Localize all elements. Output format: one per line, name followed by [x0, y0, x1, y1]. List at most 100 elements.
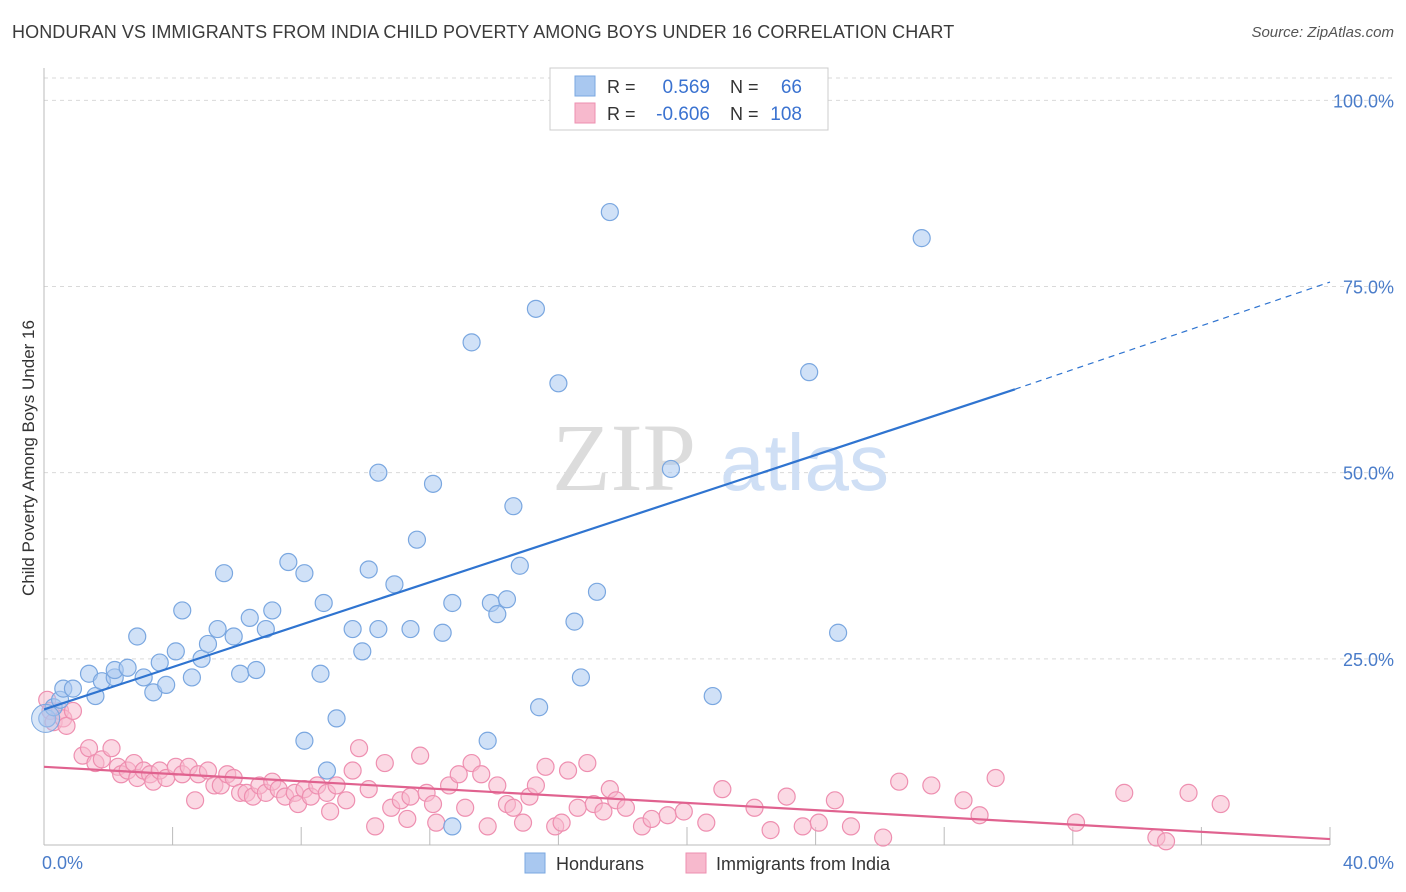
y-tick-label-100: 100.0%: [1333, 91, 1394, 111]
honduran-point-43: [407, 530, 427, 549]
honduran-point-46: [443, 593, 462, 613]
correlation-legend: R = 0.569 N = 66 R = -0.606 N = 108: [549, 67, 829, 131]
honduran-point-57: [549, 374, 568, 393]
honduran-point-30: [295, 564, 314, 583]
honduran-point-49: [478, 731, 497, 750]
bottom-label-india: Immigrants from India: [716, 854, 891, 874]
india-points: [38, 690, 1230, 851]
honduran-point-29: [279, 552, 298, 572]
india-point-109: [1156, 832, 1176, 851]
india-point-92: [761, 821, 780, 840]
india-point-95: [809, 813, 828, 832]
honduran-point-55: [526, 299, 545, 318]
india-point-51: [359, 780, 378, 799]
honduran-point-54: [510, 556, 529, 575]
honduran-point-31: [311, 664, 330, 683]
x-tick-min: 0.0%: [42, 853, 83, 873]
india-point-71: [513, 813, 533, 832]
honduran-point-47: [443, 817, 462, 836]
honduran-point-37: [353, 642, 372, 661]
honduran-point-39: [369, 463, 388, 482]
legend-r-value-1: 0.569: [662, 77, 710, 98]
honduran-point-17: [173, 601, 192, 620]
india-point-97: [841, 817, 861, 836]
india-point-47: [327, 776, 346, 795]
honduran-point-18: [182, 668, 201, 687]
india-point-46: [321, 802, 340, 821]
legend-n-value-1: 66: [781, 77, 802, 98]
honduran-point-24: [231, 664, 250, 683]
honduran-point-cluster: [31, 703, 61, 733]
india-point-64: [456, 798, 475, 817]
honduran-point-53: [504, 497, 523, 516]
india-point-73: [526, 776, 545, 795]
india-point-79: [578, 753, 597, 773]
y-tick-label-50: 50.0%: [1343, 464, 1394, 484]
bottom-label-hondurans: Hondurans: [556, 854, 644, 874]
honduran-point-44: [423, 474, 443, 493]
legend-swatch-hondurans: [574, 75, 596, 97]
y-axis-label: Child Poverty Among Boys Under 16: [19, 320, 38, 596]
india-point-58: [411, 746, 430, 765]
honduran-trend-line: [43, 388, 1016, 711]
honduran-point-61: [600, 202, 619, 222]
bottom-swatch-hondurans: [524, 852, 546, 874]
honduran-point-35: [327, 709, 346, 728]
honduran-point-10: [118, 658, 137, 677]
legend-r-label-1: R =: [607, 77, 636, 97]
india-point-101: [954, 791, 973, 810]
india-point-68: [488, 776, 507, 795]
india-point-60: [423, 794, 443, 814]
india-point-25: [186, 791, 205, 810]
honduran-point-28: [263, 601, 282, 620]
honduran-point-16: [166, 642, 185, 661]
honduran-point-52: [497, 590, 517, 609]
india-point-78: [568, 798, 587, 817]
honduran-point-26: [247, 660, 266, 680]
grid-lines: [44, 77, 1393, 660]
india-point-94: [793, 817, 812, 836]
legend-swatch-india: [574, 102, 596, 124]
india-point-86: [642, 809, 661, 829]
watermark-atlas: atlas: [720, 418, 889, 507]
india-point-99: [890, 772, 909, 791]
india-point-104: [1066, 813, 1086, 832]
india-point-66: [472, 765, 491, 784]
bottom-swatch-india: [685, 852, 707, 874]
india-point-102: [970, 806, 989, 825]
india-point-49: [343, 761, 362, 780]
honduran-point-51: [488, 605, 507, 624]
honduran-point-20: [198, 634, 218, 654]
honduran-point-66: [912, 229, 931, 248]
legend-n-label-2: N =: [730, 104, 759, 124]
honduran-point-62: [661, 459, 681, 479]
india-point-77: [558, 761, 578, 780]
honduran-point-27: [256, 619, 275, 639]
india-point-6: [63, 701, 83, 721]
honduran-point-23: [224, 627, 243, 646]
honduran-point-25: [240, 608, 259, 627]
y-tick-labels: 100.0% 75.0% 50.0% 25.0%: [1333, 91, 1394, 669]
india-point-67: [478, 817, 497, 836]
india-point-76: [552, 813, 571, 832]
india-point-70: [504, 798, 523, 817]
india-point-98: [874, 828, 893, 847]
india-point-108: [1211, 794, 1230, 814]
honduran-point-15: [157, 675, 176, 694]
honduran-point-65: [829, 623, 848, 642]
india-point-84: [616, 798, 636, 817]
honduran-point-64: [800, 363, 819, 382]
honduran-point-45: [433, 623, 452, 642]
india-point-53: [375, 753, 394, 773]
india-point-11: [102, 739, 121, 758]
y-tick-label-75: 75.0%: [1343, 278, 1394, 298]
india-point-63: [449, 765, 468, 784]
india-trend-line: [43, 765, 1331, 841]
legend-n-value-2: 108: [770, 104, 802, 125]
legend-r-value-2: -0.606: [656, 104, 710, 125]
india-point-100: [922, 776, 941, 795]
india-point-52: [366, 817, 385, 836]
legend-box: [549, 67, 829, 131]
india-point-103: [986, 768, 1005, 788]
